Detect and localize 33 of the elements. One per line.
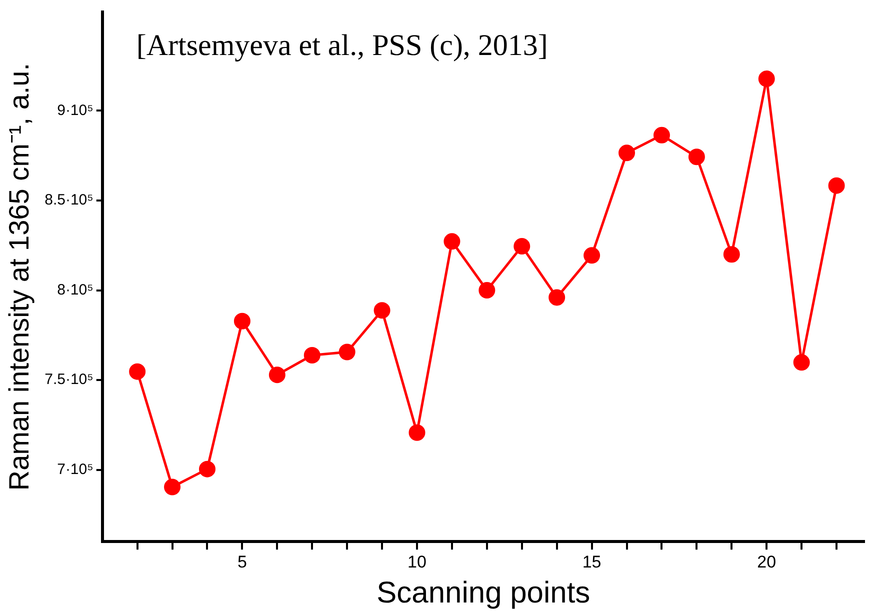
point (618, 144, 636, 162)
point (304, 347, 320, 364)
point (164, 478, 181, 496)
point (548, 289, 566, 306)
point (514, 238, 530, 255)
x-tick-label: 15 (582, 552, 602, 572)
point (723, 246, 740, 263)
point (338, 344, 356, 360)
point (758, 70, 775, 88)
point (234, 312, 250, 330)
y-tick-label: 9·10⁵ (57, 102, 94, 119)
point (584, 247, 600, 264)
point (444, 233, 460, 250)
y-tick-label: 8.5·10⁵ (44, 192, 94, 209)
x-axis-title: Scanning points (376, 576, 590, 610)
point (129, 363, 146, 380)
y-axis-title: Raman intensity at 1365 cm⁻¹, a.u. (4, 62, 35, 491)
point (268, 366, 286, 384)
point (478, 282, 496, 299)
point (653, 126, 670, 144)
y-tick-label: 8·10⁵ (57, 281, 94, 298)
point (408, 424, 426, 441)
x-tick-label: 5 (237, 552, 247, 572)
point (374, 302, 390, 319)
y-tick-label: 7·10⁵ (57, 460, 94, 478)
y-tick-label: 7.5·10⁵ (44, 371, 94, 388)
point (198, 460, 216, 478)
point (688, 148, 705, 166)
x-tick-label: 20 (757, 552, 776, 572)
point (828, 177, 845, 194)
annotation: [Artsemyeva et al., PSS (c), 2013] (136, 28, 548, 62)
x-tick-label: 10 (408, 552, 426, 572)
point (793, 354, 810, 371)
